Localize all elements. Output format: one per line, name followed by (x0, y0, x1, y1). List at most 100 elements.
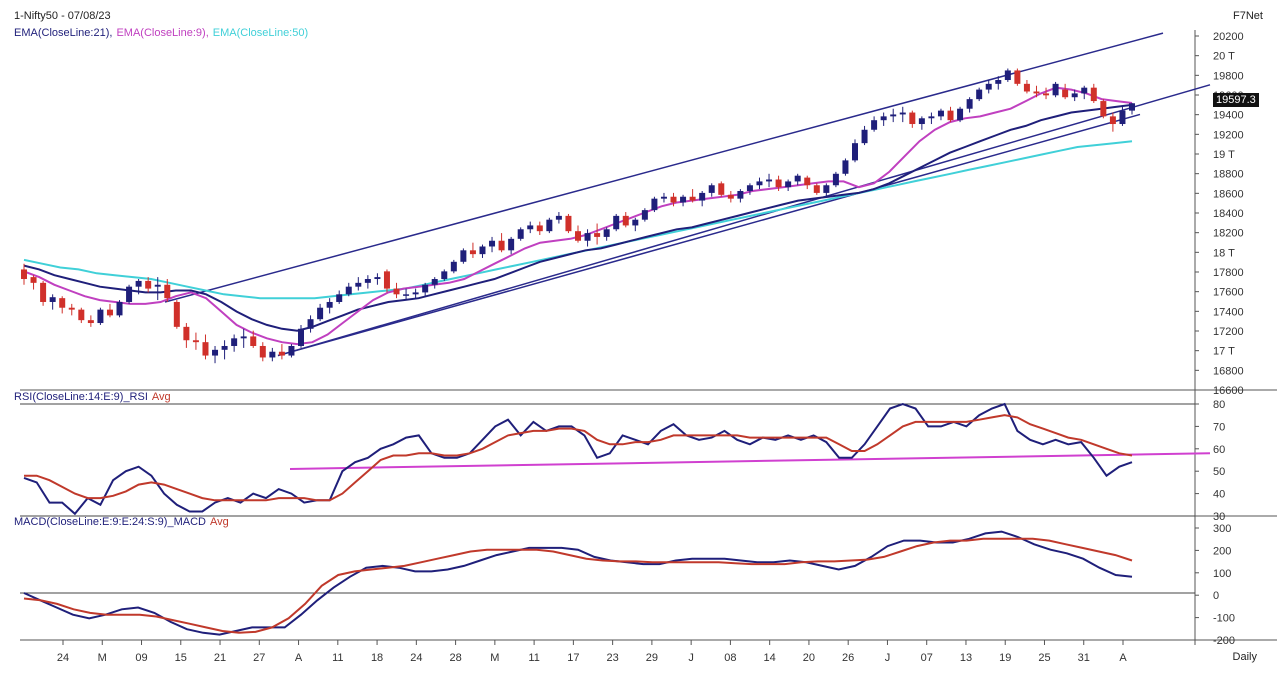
x-tick-label: 18 (371, 652, 383, 664)
x-tick-label: 26 (842, 652, 854, 664)
rsi-trendline (289, 452, 1211, 470)
x-tick-label: 19 (999, 652, 1011, 664)
candle-body (221, 345, 228, 350)
ema9-line (23, 86, 1133, 346)
legend_rsi-item: Avg (151, 391, 171, 403)
candle-body (1014, 70, 1021, 84)
x-tick-label: M (490, 652, 499, 664)
channel-lower-line (277, 84, 1211, 357)
candle-body (231, 338, 238, 346)
y-tick-label: 16800 (1213, 365, 1244, 377)
period-label: Daily (1232, 651, 1257, 663)
candle-body (852, 143, 858, 161)
candle-body (489, 240, 496, 247)
x-tick-label: 25 (1038, 652, 1050, 664)
candle-body (87, 320, 94, 324)
y-tick-label: 50 (1213, 466, 1225, 478)
candle-body (364, 279, 371, 283)
candle-body (632, 219, 639, 226)
candle-body (880, 116, 887, 121)
candle-body (1062, 89, 1069, 98)
x-tick-label: 20 (803, 652, 815, 664)
candle-body (1109, 116, 1116, 125)
y-tick-label: 18600 (1213, 188, 1244, 200)
candle-body (527, 225, 534, 230)
candle-body (651, 198, 658, 211)
candle-body (307, 319, 314, 329)
y-tick-label: 18800 (1213, 169, 1244, 181)
candle-body (288, 345, 295, 356)
rsi-panel (20, 402, 1211, 517)
candle-body (871, 120, 878, 130)
candle-body (517, 229, 524, 239)
support-line (277, 113, 1141, 357)
candle-body (890, 114, 897, 117)
y-tick-label: 40 (1213, 489, 1225, 501)
candle-body (374, 277, 381, 280)
x-tick-label: A (1119, 652, 1127, 664)
candle-body (957, 108, 964, 121)
candle-body (1100, 101, 1107, 117)
candle-body (345, 286, 352, 295)
candle-body (1071, 93, 1078, 98)
legend_rsi-item: RSI(CloseLine:14:E:9)_RSI (14, 391, 148, 403)
x-tick-label: J (885, 652, 891, 664)
x-tick-label: A (295, 652, 303, 664)
candle-body (259, 345, 266, 358)
candle-body (785, 181, 792, 188)
candle-body (1052, 83, 1059, 96)
candle-body (699, 192, 706, 201)
y-tick-label: 17800 (1213, 267, 1244, 279)
candle-body (746, 185, 753, 191)
candle-body (336, 294, 343, 302)
legend_price-item: EMA(CloseLine:21), (14, 27, 113, 39)
candle-body (575, 231, 581, 241)
channel-upper-line (164, 32, 1164, 303)
legend_price-item: EMA(CloseLine:9), (116, 27, 209, 39)
candle-body (21, 269, 27, 280)
x-tick-label: 21 (214, 652, 226, 664)
candle-body (813, 185, 820, 193)
candle-body (584, 233, 591, 241)
candle-body (460, 250, 467, 262)
legend_macd-item: MACD(CloseLine:E:9:E:24:S:9)_MACD (14, 516, 206, 528)
candle-body (30, 277, 37, 283)
legend_price-item: EMA(CloseLine:50) (212, 27, 309, 39)
candle-body (278, 351, 285, 356)
candle-body (1081, 87, 1088, 94)
candle-body (536, 225, 543, 232)
macd-panel (20, 530, 1195, 636)
candle-body (861, 129, 868, 144)
y-tick-label: 0 (1213, 590, 1219, 602)
x-tick-label: M (98, 652, 107, 664)
y-tick-label: -200 (1213, 635, 1235, 647)
y-tick-label: 17400 (1213, 306, 1244, 318)
candle-body (317, 307, 324, 320)
candle-body (78, 309, 85, 321)
candle-body (804, 177, 811, 186)
candle-body (660, 196, 667, 199)
y-tick-label: 300 (1213, 523, 1231, 535)
candle-body (431, 279, 438, 285)
candle-body (680, 196, 687, 203)
ema21-line (23, 103, 1133, 332)
x-tick-label: J (688, 652, 694, 664)
y-tick-label: 19800 (1213, 70, 1244, 82)
rsi-series-0 (23, 402, 1133, 516)
candle-body (603, 229, 610, 237)
y-tick-label: 60 (1213, 444, 1225, 456)
candle-body (479, 246, 486, 255)
y-tick-label: 30 (1213, 511, 1225, 523)
x-tick-label: 29 (646, 652, 658, 664)
candle-body (145, 280, 152, 289)
y-tick-label: 20 T (1213, 51, 1235, 63)
x-tick-label: 11 (332, 652, 343, 664)
candle-body (116, 301, 123, 316)
candle-body (1023, 83, 1030, 92)
candle-body (1033, 91, 1040, 94)
candle-body (823, 185, 830, 193)
candle-body (40, 282, 47, 302)
x-tick-label: 24 (57, 652, 69, 664)
